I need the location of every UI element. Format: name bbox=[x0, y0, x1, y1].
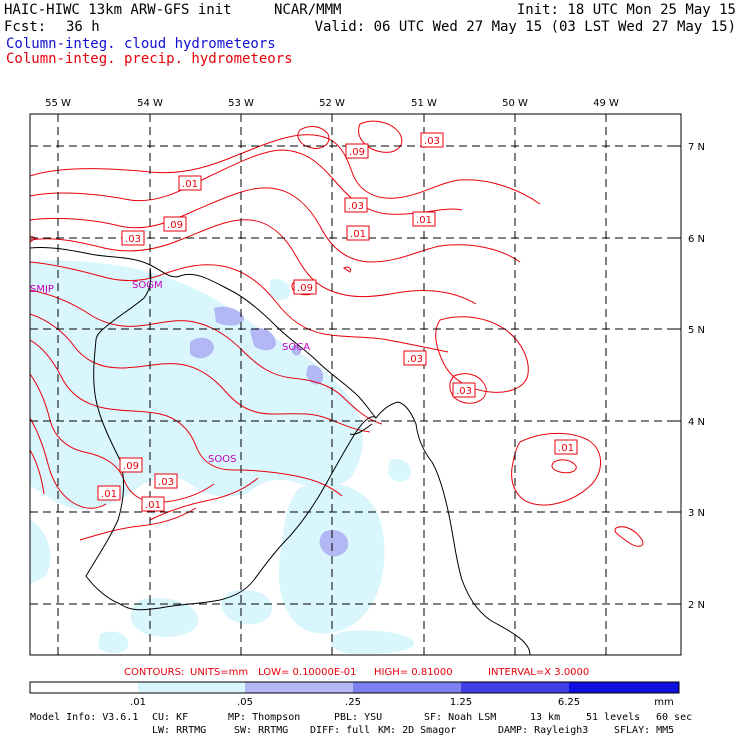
contour-label: .09 bbox=[163, 216, 187, 232]
contour-label-text: .01 bbox=[350, 229, 366, 240]
lon-label: 53 W bbox=[228, 98, 254, 109]
contour-label-text: .09 bbox=[123, 461, 139, 472]
diffusion-option: DIFF: full bbox=[310, 725, 371, 736]
station-labels: SMJP SOGM SOCA SOOS bbox=[30, 280, 310, 465]
station-label: SOGM bbox=[132, 280, 163, 291]
contour-label-text: .09 bbox=[349, 147, 365, 158]
contour-label-text: .03 bbox=[158, 477, 174, 488]
lat-label: 4 N bbox=[688, 417, 705, 428]
lat-label: 3 N bbox=[688, 508, 705, 519]
map-frame bbox=[29, 113, 682, 656]
contour-label-text: .03 bbox=[424, 136, 440, 147]
contour-label-text: .03 bbox=[348, 201, 364, 212]
pbl-scheme: PBL: YSU bbox=[334, 712, 383, 723]
contour-label: .01 bbox=[346, 225, 370, 241]
plot-area bbox=[30, 114, 681, 655]
contour-label-text: .01 bbox=[182, 179, 198, 190]
contour-label-text: .01 bbox=[101, 489, 117, 500]
contour-label: .09 bbox=[345, 143, 369, 159]
resolution: 13 km bbox=[530, 712, 561, 723]
contour-labels: .03 .09 .01 .03 .09 .03 .01 .01 .09 .03 .03 .01 .09.… bbox=[97, 132, 578, 512]
contour-label-text: .09 bbox=[297, 283, 313, 294]
contour-label: .03 bbox=[344, 197, 368, 213]
contour-label: .01 bbox=[178, 175, 202, 191]
lat-label: 6 N bbox=[688, 234, 705, 245]
lon-label: 54 W bbox=[137, 98, 163, 109]
colorbar-tick: .01 bbox=[130, 697, 146, 708]
colorbar-tick: .25 bbox=[345, 697, 361, 708]
contour-label: .09 bbox=[293, 279, 317, 295]
model-title: HAIC-HIWC 13km ARW-GFS init bbox=[4, 2, 232, 18]
cloud-shading-mid bbox=[190, 306, 349, 557]
lat-label: 5 N bbox=[688, 325, 705, 336]
contour-label: .01 bbox=[141, 496, 165, 512]
latitude-labels: 7 N 6 N 5 N 4 N 3 N 2 N bbox=[688, 142, 705, 611]
contours-label: CONTOURS: bbox=[124, 667, 184, 678]
contour-label: .03 bbox=[420, 132, 444, 148]
contour-label-text: .01 bbox=[145, 500, 161, 511]
units-label: UNITS=mm bbox=[190, 667, 248, 678]
high-label: HIGH= 0.81000 bbox=[374, 667, 453, 678]
low-label: LOW= 0.10000E-01 bbox=[258, 667, 357, 678]
cumulus-scheme: CU: KF bbox=[152, 712, 189, 723]
model-version: Model Info: V3.6.1 bbox=[30, 712, 139, 723]
forecast-label: Fcst: bbox=[4, 19, 47, 35]
contour-label: .01 bbox=[554, 439, 578, 455]
contour-label-text: .09 bbox=[167, 220, 183, 231]
contour-info: CONTOURS: UNITS=mm LOW= 0.10000E-01 HIGH… bbox=[124, 667, 589, 678]
contour-label: .09 bbox=[119, 457, 143, 473]
surface-layer-option: SFLAY: MM5 bbox=[614, 725, 675, 736]
valid-time: Valid: 06 UTC Wed 27 May 15 (03 LST Wed … bbox=[314, 19, 736, 35]
init-time: Init: 18 UTC Mon 25 May 15 bbox=[516, 2, 736, 18]
lon-label: 55 W bbox=[45, 98, 71, 109]
frame-ticks bbox=[57, 114, 681, 605]
lat-label: 2 N bbox=[688, 600, 705, 611]
lon-label: 51 W bbox=[411, 98, 437, 109]
contour-label: .03 bbox=[121, 230, 145, 246]
contour-label: .01 bbox=[97, 485, 121, 501]
contour-label: .03 bbox=[403, 350, 427, 366]
longitude-labels: 55 W 54 W 53 W 52 W 51 W 50 W 49 W bbox=[45, 98, 619, 109]
forecast-hour: 36 h bbox=[66, 19, 100, 35]
station-label: SOOS bbox=[208, 454, 236, 465]
lon-label: 50 W bbox=[502, 98, 528, 109]
km-option: KM: 2D Smagor bbox=[378, 725, 457, 736]
interval-label: INTERVAL=X 3.0000 bbox=[488, 667, 589, 678]
longwave-scheme: LW: RRTMG bbox=[152, 725, 207, 736]
cloud-field-title: Column-integ. cloud hydrometeors bbox=[6, 36, 276, 52]
microphysics-scheme: MP: Thompson bbox=[228, 712, 301, 723]
lat-label: 7 N bbox=[688, 142, 705, 153]
damping-option: DAMP: Rayleigh3 bbox=[498, 725, 589, 736]
colorbar-tick: .05 bbox=[237, 697, 253, 708]
contour-label-text: .03 bbox=[125, 234, 141, 245]
contour-label: .03 bbox=[452, 382, 476, 398]
colorbar-tick: 6.25 bbox=[558, 697, 580, 708]
shortwave-scheme: SW: RRTMG bbox=[234, 725, 289, 736]
contour-label: .03 bbox=[154, 473, 178, 489]
station-label: SMJP bbox=[30, 284, 54, 295]
precip-field-title: Column-integ. precip. hydrometeors bbox=[6, 51, 293, 67]
contour-label-text: .01 bbox=[558, 443, 574, 454]
lon-label: 52 W bbox=[319, 98, 345, 109]
station-label: SOCA bbox=[282, 342, 310, 353]
colorbar-tick: 1.25 bbox=[450, 697, 472, 708]
precip-contours bbox=[30, 120, 644, 547]
time-step: 60 sec bbox=[656, 712, 693, 723]
lon-label: 49 W bbox=[593, 98, 619, 109]
surface-scheme: SF: Noah LSM bbox=[424, 712, 497, 723]
contour-label: .01 bbox=[412, 211, 436, 227]
contour-label-text: .03 bbox=[407, 354, 423, 365]
center-name: NCAR/MMM bbox=[274, 2, 342, 18]
contour-label-text: .03 bbox=[456, 386, 472, 397]
colorbar: .01 .05 .25 1.25 6.25 mm bbox=[29, 681, 680, 708]
vertical-levels: 51 levels bbox=[586, 712, 641, 723]
colorbar-unit: mm bbox=[654, 697, 673, 708]
contour-label-text: .01 bbox=[416, 215, 432, 226]
